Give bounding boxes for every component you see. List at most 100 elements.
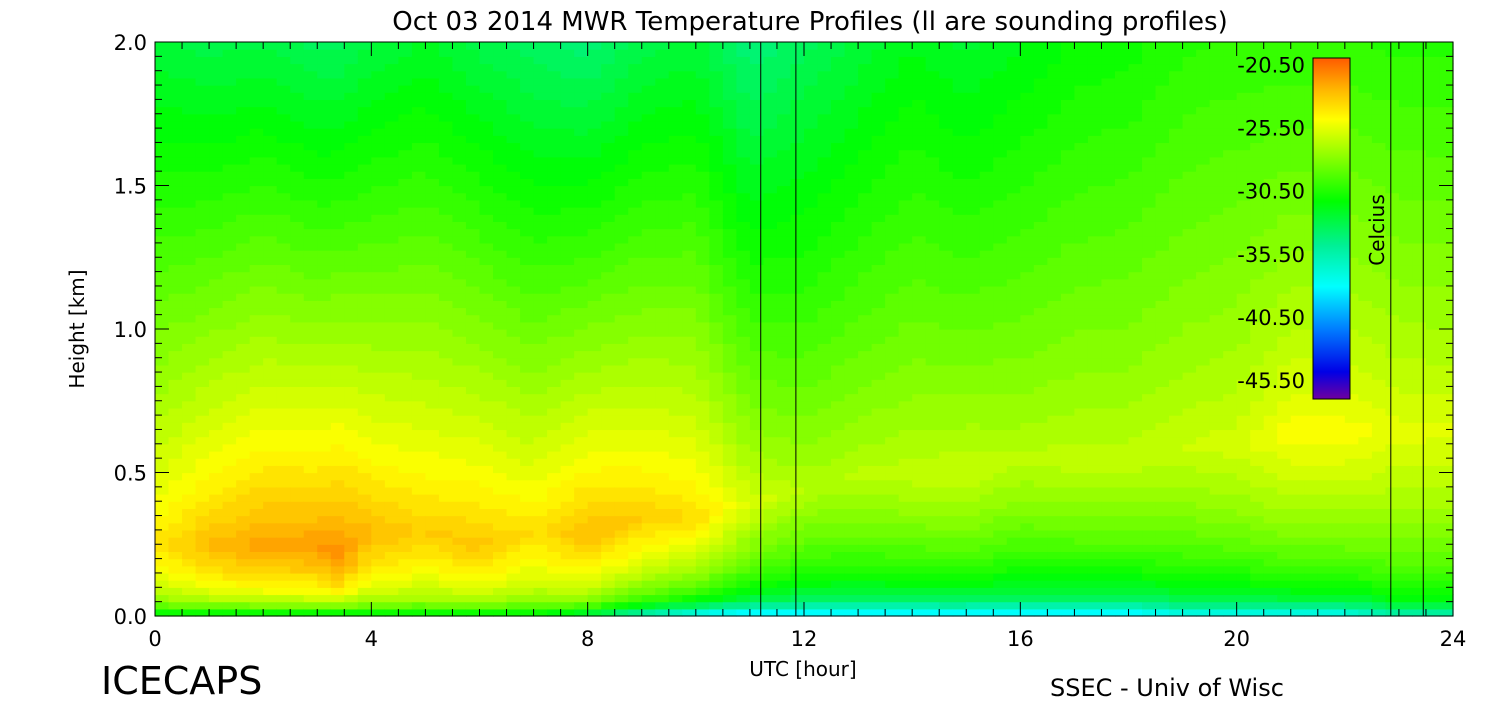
heatmap-cell bbox=[952, 515, 967, 524]
heatmap-cell bbox=[966, 594, 981, 603]
heatmap-cell bbox=[804, 594, 819, 603]
heatmap-cell bbox=[276, 250, 291, 258]
heatmap-cell bbox=[236, 149, 251, 158]
heatmap-cell bbox=[168, 472, 183, 481]
heatmap-cell bbox=[912, 128, 927, 136]
heatmap-cell bbox=[520, 515, 535, 524]
heatmap-cell bbox=[506, 207, 521, 215]
heatmap-cell bbox=[614, 314, 629, 323]
heatmap-cell bbox=[371, 113, 386, 122]
heatmap-cell bbox=[182, 242, 197, 251]
heatmap-cell bbox=[952, 214, 967, 222]
heatmap-cell bbox=[655, 472, 670, 481]
heatmap-cell bbox=[695, 156, 710, 165]
heatmap-cell bbox=[912, 587, 927, 596]
heatmap-cell bbox=[831, 92, 846, 100]
heatmap-cell bbox=[668, 415, 683, 423]
heatmap-cell bbox=[155, 142, 170, 151]
heatmap-cell bbox=[438, 580, 454, 588]
heatmap-cell bbox=[330, 42, 345, 50]
heatmap-cell bbox=[587, 49, 602, 57]
heatmap-cell bbox=[912, 149, 927, 158]
heatmap-cell bbox=[182, 250, 197, 258]
heatmap-cell bbox=[425, 443, 440, 452]
heatmap-cell bbox=[601, 422, 616, 431]
heatmap-cell bbox=[222, 515, 237, 524]
heatmap-cell bbox=[384, 580, 399, 588]
heatmap-cell bbox=[155, 314, 170, 323]
heatmap-cell bbox=[438, 156, 454, 165]
heatmap-cell bbox=[912, 192, 927, 201]
heatmap-cell bbox=[155, 321, 170, 330]
heatmap-cell bbox=[222, 77, 237, 86]
heatmap-cell bbox=[736, 278, 751, 287]
heatmap-cell bbox=[601, 364, 616, 373]
heatmap-cell bbox=[776, 278, 792, 287]
heatmap-cell bbox=[749, 508, 765, 517]
heatmap-cell bbox=[520, 494, 535, 502]
heatmap-cell bbox=[844, 572, 859, 581]
heatmap-cell bbox=[438, 42, 454, 50]
heatmap-cell bbox=[493, 465, 508, 474]
heatmap-cell bbox=[885, 56, 900, 65]
heatmap-cell bbox=[952, 544, 967, 553]
heatmap-cell bbox=[749, 386, 765, 395]
heatmap-cell bbox=[979, 235, 994, 244]
heatmap-cell bbox=[317, 544, 332, 553]
heatmap-cell bbox=[966, 192, 981, 201]
heatmap-cell bbox=[290, 221, 305, 230]
heatmap-cell bbox=[357, 572, 372, 581]
heatmap-cell bbox=[479, 350, 494, 359]
heatmap-cell bbox=[168, 544, 183, 553]
heatmap-cell bbox=[533, 49, 548, 57]
heatmap-cell bbox=[547, 400, 562, 409]
heatmap-cell bbox=[776, 336, 792, 344]
heatmap-cell bbox=[195, 472, 210, 481]
heatmap-cell bbox=[682, 501, 697, 509]
heatmap-cell bbox=[371, 293, 386, 301]
heatmap-cell bbox=[776, 436, 792, 445]
heatmap-cell bbox=[844, 458, 859, 466]
heatmap-cell bbox=[655, 501, 670, 509]
heatmap-cell bbox=[966, 422, 981, 431]
heatmap-cell bbox=[168, 85, 183, 93]
heatmap-cell bbox=[560, 551, 575, 560]
heatmap-cell bbox=[749, 436, 765, 445]
heatmap-cell bbox=[384, 350, 399, 359]
heatmap-cell bbox=[371, 264, 386, 273]
heatmap-cell bbox=[493, 314, 508, 323]
heatmap-cell bbox=[168, 314, 183, 323]
heatmap-cell bbox=[182, 494, 197, 502]
heatmap-cell bbox=[641, 343, 656, 352]
heatmap-cell bbox=[628, 192, 643, 201]
heatmap-cell bbox=[533, 264, 548, 273]
heatmap-cell bbox=[736, 329, 751, 337]
heatmap-cell bbox=[452, 551, 467, 560]
heatmap-cell bbox=[587, 228, 602, 237]
heatmap-cell bbox=[898, 357, 913, 366]
heatmap-cell bbox=[222, 458, 237, 466]
heatmap-cell bbox=[411, 278, 427, 287]
heatmap-cell bbox=[520, 99, 535, 108]
heatmap-cell bbox=[655, 321, 670, 330]
heatmap-cell bbox=[885, 515, 900, 524]
heatmap-cell bbox=[398, 594, 413, 603]
heatmap-cell bbox=[614, 336, 629, 344]
heatmap-cell bbox=[722, 113, 737, 122]
heatmap-cell bbox=[398, 221, 413, 230]
heatmap-cell bbox=[560, 472, 575, 481]
heatmap-cell bbox=[804, 250, 819, 258]
heatmap-cell bbox=[222, 529, 237, 538]
heatmap-cell bbox=[695, 407, 710, 416]
heatmap-cell bbox=[763, 529, 778, 538]
heatmap-cell bbox=[614, 486, 629, 495]
heatmap-cell bbox=[979, 307, 994, 316]
heatmap-cell bbox=[898, 314, 913, 323]
heatmap-cell bbox=[939, 350, 954, 359]
heatmap-cell bbox=[384, 106, 399, 115]
heatmap-cell bbox=[195, 522, 210, 531]
heatmap-cell bbox=[749, 113, 765, 122]
heatmap-cell bbox=[493, 372, 508, 380]
heatmap-cell bbox=[628, 522, 643, 531]
heatmap-cell bbox=[831, 278, 846, 287]
